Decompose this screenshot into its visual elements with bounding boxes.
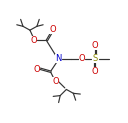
Text: O: O [79, 54, 85, 63]
Text: O: O [30, 36, 37, 45]
Text: O: O [92, 67, 98, 76]
Text: S: S [92, 54, 98, 63]
Text: O: O [34, 65, 40, 74]
Text: O: O [92, 41, 98, 50]
Text: N: N [55, 54, 62, 63]
Text: O: O [49, 25, 56, 34]
Text: O: O [52, 77, 59, 86]
